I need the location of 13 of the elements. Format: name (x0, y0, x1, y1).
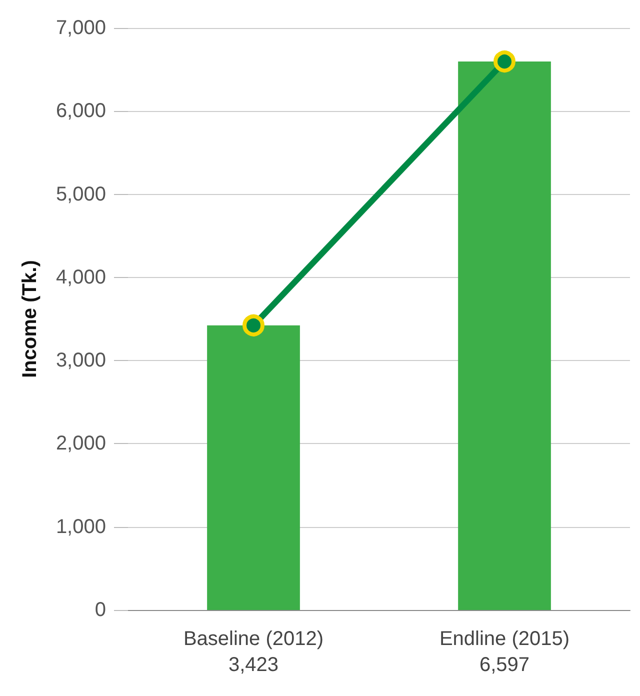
y-tick-label: 6,000 (56, 100, 106, 122)
y-tick-label: 3,000 (56, 350, 106, 372)
y-tick-label: 5,000 (56, 183, 106, 206)
y-tick-label: 1,000 (56, 516, 106, 538)
y-tick-label: 2,000 (56, 432, 106, 455)
data-label: 3,423 (228, 654, 279, 676)
x-tick-label: Endline (2015) (439, 628, 570, 650)
y-tick-label: 4,000 (56, 266, 106, 288)
y-tick-label: 7,000 (56, 17, 106, 39)
y-tick-label: 0 (94, 599, 106, 621)
data-label: 6,597 (479, 654, 530, 676)
y-axis-title: Income (Tk.) (19, 260, 41, 378)
x-tick-label: Baseline (2012) (183, 628, 324, 650)
